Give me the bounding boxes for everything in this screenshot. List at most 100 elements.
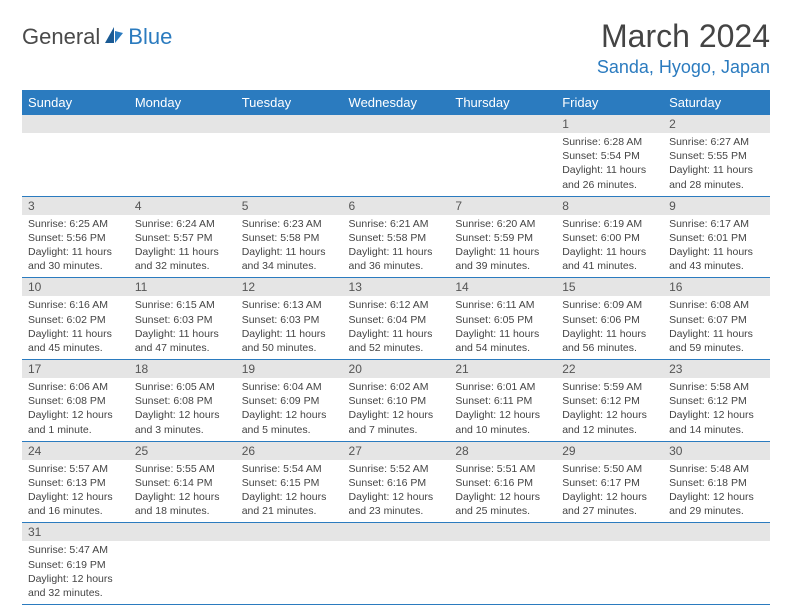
calendar-body: 1Sunrise: 6:28 AMSunset: 5:54 PMDaylight… <box>22 115 770 605</box>
weekday-header-row: SundayMondayTuesdayWednesdayThursdayFrid… <box>22 90 770 115</box>
day-number-empty <box>449 523 556 541</box>
calendar-day-cell: 22Sunrise: 5:59 AMSunset: 6:12 PMDayligh… <box>556 360 663 442</box>
day-number: 10 <box>22 278 129 296</box>
calendar-day-cell <box>236 115 343 196</box>
day-info: Sunrise: 6:21 AMSunset: 5:58 PMDaylight:… <box>343 215 450 278</box>
calendar-day-cell: 10Sunrise: 6:16 AMSunset: 6:02 PMDayligh… <box>22 278 129 360</box>
calendar-day-cell <box>343 523 450 605</box>
location: Sanda, Hyogo, Japan <box>597 57 770 78</box>
day-number-empty <box>236 115 343 133</box>
day-info: Sunrise: 5:47 AMSunset: 6:19 PMDaylight:… <box>22 541 129 604</box>
calendar-day-cell: 18Sunrise: 6:05 AMSunset: 6:08 PMDayligh… <box>129 360 236 442</box>
day-info: Sunrise: 5:54 AMSunset: 6:15 PMDaylight:… <box>236 460 343 523</box>
calendar-day-cell: 16Sunrise: 6:08 AMSunset: 6:07 PMDayligh… <box>663 278 770 360</box>
day-number: 1 <box>556 115 663 133</box>
weekday-header: Wednesday <box>343 90 450 115</box>
day-number-empty <box>343 115 450 133</box>
day-number: 17 <box>22 360 129 378</box>
day-number-empty <box>343 523 450 541</box>
weekday-header: Thursday <box>449 90 556 115</box>
day-info: Sunrise: 6:28 AMSunset: 5:54 PMDaylight:… <box>556 133 663 196</box>
day-info: Sunrise: 6:23 AMSunset: 5:58 PMDaylight:… <box>236 215 343 278</box>
day-info: Sunrise: 6:15 AMSunset: 6:03 PMDaylight:… <box>129 296 236 359</box>
day-info: Sunrise: 6:05 AMSunset: 6:08 PMDaylight:… <box>129 378 236 441</box>
day-info: Sunrise: 5:52 AMSunset: 6:16 PMDaylight:… <box>343 460 450 523</box>
day-number: 29 <box>556 442 663 460</box>
day-number: 16 <box>663 278 770 296</box>
day-number: 20 <box>343 360 450 378</box>
day-number: 12 <box>236 278 343 296</box>
calendar-day-cell: 31Sunrise: 5:47 AMSunset: 6:19 PMDayligh… <box>22 523 129 605</box>
calendar-day-cell: 13Sunrise: 6:12 AMSunset: 6:04 PMDayligh… <box>343 278 450 360</box>
calendar-day-cell: 17Sunrise: 6:06 AMSunset: 6:08 PMDayligh… <box>22 360 129 442</box>
calendar-day-cell: 1Sunrise: 6:28 AMSunset: 5:54 PMDaylight… <box>556 115 663 196</box>
day-number: 9 <box>663 197 770 215</box>
day-info: Sunrise: 6:19 AMSunset: 6:00 PMDaylight:… <box>556 215 663 278</box>
day-number: 31 <box>22 523 129 541</box>
calendar-day-cell: 25Sunrise: 5:55 AMSunset: 6:14 PMDayligh… <box>129 441 236 523</box>
month-title: March 2024 <box>597 18 770 55</box>
calendar-week-row: 10Sunrise: 6:16 AMSunset: 6:02 PMDayligh… <box>22 278 770 360</box>
day-number: 3 <box>22 197 129 215</box>
day-number-empty <box>236 523 343 541</box>
day-info: Sunrise: 6:02 AMSunset: 6:10 PMDaylight:… <box>343 378 450 441</box>
calendar-table: SundayMondayTuesdayWednesdayThursdayFrid… <box>22 90 770 605</box>
day-info: Sunrise: 6:08 AMSunset: 6:07 PMDaylight:… <box>663 296 770 359</box>
logo: General Blue <box>22 24 172 50</box>
day-number-empty <box>129 115 236 133</box>
day-number: 18 <box>129 360 236 378</box>
day-number: 19 <box>236 360 343 378</box>
calendar-day-cell <box>663 523 770 605</box>
weekday-header: Monday <box>129 90 236 115</box>
calendar-day-cell: 7Sunrise: 6:20 AMSunset: 5:59 PMDaylight… <box>449 196 556 278</box>
day-number: 7 <box>449 197 556 215</box>
calendar-day-cell: 20Sunrise: 6:02 AMSunset: 6:10 PMDayligh… <box>343 360 450 442</box>
day-number: 27 <box>343 442 450 460</box>
day-number: 4 <box>129 197 236 215</box>
calendar-day-cell: 11Sunrise: 6:15 AMSunset: 6:03 PMDayligh… <box>129 278 236 360</box>
day-number: 25 <box>129 442 236 460</box>
day-number: 15 <box>556 278 663 296</box>
day-number-empty <box>556 523 663 541</box>
day-number-empty <box>449 115 556 133</box>
calendar-day-cell: 12Sunrise: 6:13 AMSunset: 6:03 PMDayligh… <box>236 278 343 360</box>
day-number: 13 <box>343 278 450 296</box>
calendar-day-cell: 6Sunrise: 6:21 AMSunset: 5:58 PMDaylight… <box>343 196 450 278</box>
calendar-week-row: 3Sunrise: 6:25 AMSunset: 5:56 PMDaylight… <box>22 196 770 278</box>
calendar-day-cell: 19Sunrise: 6:04 AMSunset: 6:09 PMDayligh… <box>236 360 343 442</box>
calendar-day-cell: 14Sunrise: 6:11 AMSunset: 6:05 PMDayligh… <box>449 278 556 360</box>
calendar-day-cell: 4Sunrise: 6:24 AMSunset: 5:57 PMDaylight… <box>129 196 236 278</box>
calendar-day-cell <box>343 115 450 196</box>
calendar-day-cell <box>22 115 129 196</box>
calendar-day-cell <box>236 523 343 605</box>
day-number: 24 <box>22 442 129 460</box>
day-info: Sunrise: 6:11 AMSunset: 6:05 PMDaylight:… <box>449 296 556 359</box>
calendar-day-cell: 21Sunrise: 6:01 AMSunset: 6:11 PMDayligh… <box>449 360 556 442</box>
calendar-week-row: 31Sunrise: 5:47 AMSunset: 6:19 PMDayligh… <box>22 523 770 605</box>
calendar-day-cell: 29Sunrise: 5:50 AMSunset: 6:17 PMDayligh… <box>556 441 663 523</box>
day-number: 6 <box>343 197 450 215</box>
day-number: 14 <box>449 278 556 296</box>
day-number: 26 <box>236 442 343 460</box>
day-number: 22 <box>556 360 663 378</box>
calendar-day-cell <box>449 115 556 196</box>
logo-text-blue: Blue <box>128 24 172 50</box>
day-info: Sunrise: 6:04 AMSunset: 6:09 PMDaylight:… <box>236 378 343 441</box>
calendar-day-cell: 24Sunrise: 5:57 AMSunset: 6:13 PMDayligh… <box>22 441 129 523</box>
calendar-day-cell <box>129 115 236 196</box>
day-number: 23 <box>663 360 770 378</box>
day-number: 21 <box>449 360 556 378</box>
day-number: 30 <box>663 442 770 460</box>
day-info: Sunrise: 5:48 AMSunset: 6:18 PMDaylight:… <box>663 460 770 523</box>
day-number-empty <box>129 523 236 541</box>
header: General Blue March 2024 Sanda, Hyogo, Ja… <box>22 18 770 78</box>
weekday-header: Sunday <box>22 90 129 115</box>
day-info: Sunrise: 6:16 AMSunset: 6:02 PMDaylight:… <box>22 296 129 359</box>
day-info: Sunrise: 5:55 AMSunset: 6:14 PMDaylight:… <box>129 460 236 523</box>
calendar-day-cell: 26Sunrise: 5:54 AMSunset: 6:15 PMDayligh… <box>236 441 343 523</box>
calendar-day-cell: 23Sunrise: 5:58 AMSunset: 6:12 PMDayligh… <box>663 360 770 442</box>
day-info: Sunrise: 6:17 AMSunset: 6:01 PMDaylight:… <box>663 215 770 278</box>
calendar-day-cell <box>129 523 236 605</box>
calendar-day-cell: 5Sunrise: 6:23 AMSunset: 5:58 PMDaylight… <box>236 196 343 278</box>
calendar-day-cell: 2Sunrise: 6:27 AMSunset: 5:55 PMDaylight… <box>663 115 770 196</box>
